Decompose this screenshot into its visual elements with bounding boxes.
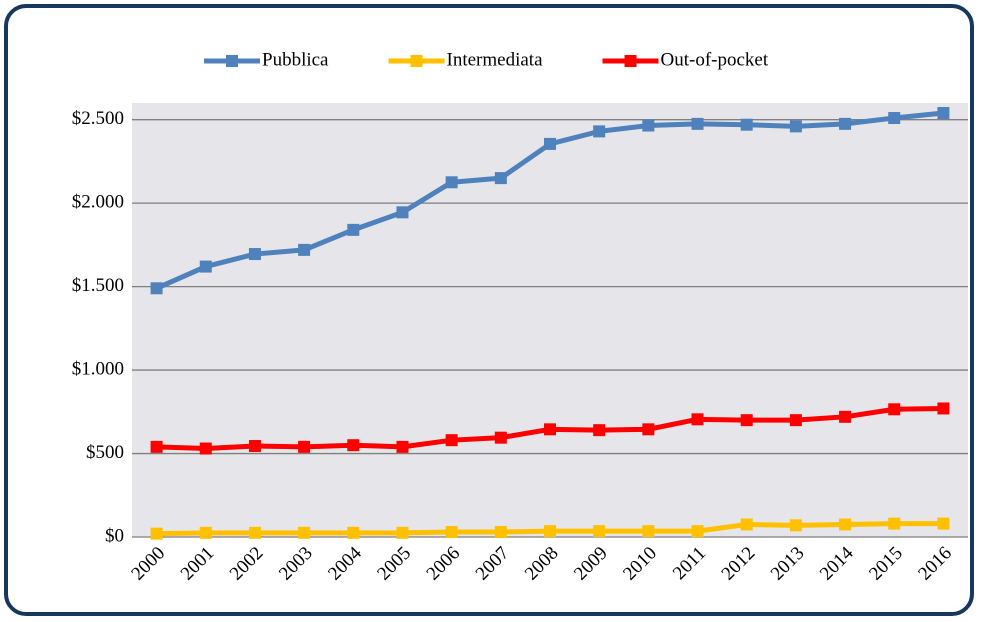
- data-point: [494, 525, 507, 538]
- data-point: [347, 439, 360, 452]
- data-point: [544, 525, 556, 538]
- x-tick-label: 2005: [373, 543, 415, 585]
- data-point: [150, 282, 163, 295]
- data-point: [396, 526, 409, 539]
- data-point: [298, 243, 311, 256]
- data-point: [593, 125, 606, 138]
- data-point: [839, 410, 852, 423]
- legend-label: Out-of-pocket: [661, 49, 769, 70]
- data-point: [544, 423, 556, 436]
- x-tick-label: 2009: [570, 543, 612, 585]
- data-point: [593, 525, 606, 538]
- data-point: [937, 402, 950, 415]
- x-tick-label: 2001: [177, 543, 219, 585]
- x-tick-label: 2015: [865, 543, 907, 585]
- data-point: [888, 403, 901, 416]
- data-point: [199, 260, 212, 273]
- y-tick-label: $1.500: [72, 275, 124, 296]
- legend-label: Intermediata: [447, 49, 544, 70]
- x-tick-label: 2004: [324, 542, 366, 584]
- data-point: [150, 440, 163, 453]
- data-point: [494, 431, 507, 444]
- data-point: [248, 440, 261, 453]
- data-point: [642, 423, 655, 436]
- data-point: [789, 120, 802, 133]
- data-point: [740, 118, 753, 131]
- data-point: [494, 172, 507, 185]
- y-tick-label: $500: [86, 442, 124, 463]
- legend-marker: [410, 55, 423, 67]
- y-tick-label: $1.000: [72, 358, 124, 379]
- x-tick-label: 2011: [669, 543, 710, 584]
- data-point: [642, 119, 655, 132]
- data-point: [298, 440, 311, 453]
- x-tick-label: 2010: [619, 543, 661, 585]
- plot-area: [132, 103, 968, 537]
- data-point: [347, 526, 360, 539]
- data-point: [298, 526, 311, 539]
- x-tick-label: 2013: [767, 543, 809, 585]
- x-tick-label: 2012: [718, 543, 760, 585]
- data-point: [396, 440, 409, 453]
- x-tick-label: 2003: [275, 543, 317, 585]
- x-tick-label: 2016: [914, 543, 956, 585]
- data-point: [544, 137, 556, 150]
- data-point: [691, 525, 704, 538]
- data-point: [642, 525, 655, 538]
- data-point: [199, 526, 212, 539]
- legend-marker: [624, 55, 637, 67]
- legend: Pubblica Intermediata Out-of-pocket: [204, 49, 769, 70]
- data-point: [888, 517, 901, 530]
- data-point: [740, 414, 753, 427]
- data-point: [839, 117, 852, 130]
- data-point: [789, 414, 802, 427]
- data-point: [691, 413, 704, 426]
- data-point: [937, 517, 950, 530]
- data-point: [888, 112, 901, 125]
- data-point: [740, 518, 753, 531]
- x-tick-label: 2014: [816, 542, 858, 584]
- data-point: [248, 248, 261, 261]
- data-point: [839, 518, 852, 531]
- x-tick-label: 2008: [521, 543, 563, 585]
- x-tick-label: 2007: [472, 543, 514, 585]
- data-point: [396, 206, 409, 219]
- data-point: [593, 424, 606, 437]
- legend-label: Pubblica: [262, 49, 329, 70]
- x-tick-label: 2002: [226, 543, 268, 585]
- data-point: [445, 176, 458, 189]
- data-point: [789, 519, 802, 532]
- data-point: [150, 527, 163, 540]
- legend-marker: [226, 55, 238, 67]
- y-tick-label: $2.000: [72, 192, 124, 213]
- data-point: [445, 525, 458, 538]
- y-tick-label: $0: [105, 525, 124, 546]
- data-point: [937, 107, 950, 120]
- data-point: [691, 117, 704, 130]
- data-point: [347, 223, 360, 236]
- data-point: [445, 434, 458, 447]
- x-tick-label: 2000: [127, 543, 169, 585]
- data-point: [199, 442, 212, 455]
- data-point: [248, 526, 261, 539]
- x-tick-label: 2006: [423, 543, 465, 585]
- y-tick-label: $2.500: [72, 108, 124, 129]
